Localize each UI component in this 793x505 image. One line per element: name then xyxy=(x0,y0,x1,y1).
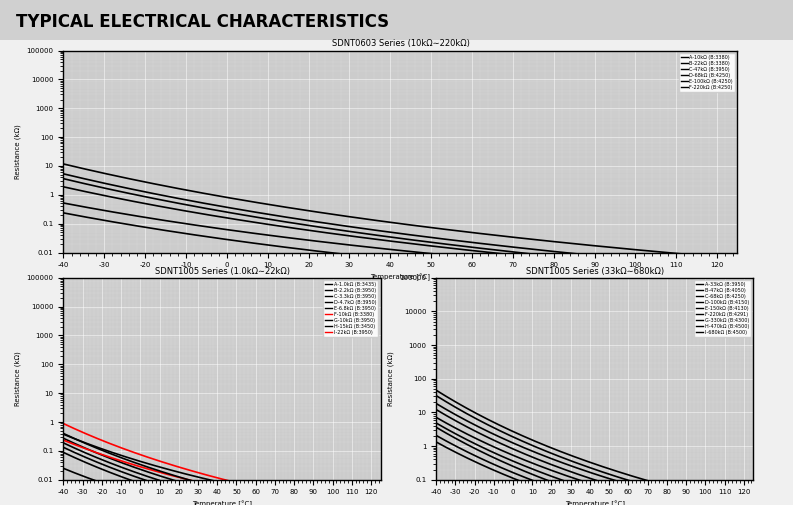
X-axis label: Temperature [°C]: Temperature [°C] xyxy=(370,274,431,281)
Title: SDNT1005 Series (1.0kΩ∼22kΩ): SDNT1005 Series (1.0kΩ∼22kΩ) xyxy=(155,267,289,276)
X-axis label: Temperature [°C]: Temperature [°C] xyxy=(565,501,625,505)
Legend: A-10kΩ (B:3380), B-22kΩ (B:3380), C-47kΩ (B:3950), D-68kΩ (B:4250), E-100kΩ (B:4: A-10kΩ (B:3380), B-22kΩ (B:3380), C-47kΩ… xyxy=(679,53,735,92)
Title: SDNT0603 Series (10kΩ∼220kΩ): SDNT0603 Series (10kΩ∼220kΩ) xyxy=(331,39,469,48)
Legend: A-33kΩ (B:3950), B-47kΩ (B:4050), C-68kΩ (B:4250), D-100kΩ (B:4150), E-150kΩ (B:: A-33kΩ (B:3950), B-47kΩ (B:4050), C-68kΩ… xyxy=(694,280,751,337)
Title: SDNT1005 Series (33kΩ∼680kΩ): SDNT1005 Series (33kΩ∼680kΩ) xyxy=(526,267,664,276)
Y-axis label: Resistance (kΩ): Resistance (kΩ) xyxy=(14,124,21,179)
X-axis label: Temperature [°C]: Temperature [°C] xyxy=(192,501,252,505)
Y-axis label: Resistance (kΩ): Resistance (kΩ) xyxy=(14,351,21,406)
Text: TYPICAL ELECTRICAL CHARACTERISTICS: TYPICAL ELECTRICAL CHARACTERISTICS xyxy=(16,13,389,31)
Y-axis label: Resistance (kΩ): Resistance (kΩ) xyxy=(387,351,394,406)
Legend: A-1.0kΩ (B:3435), B-2.2kΩ (B:3950), C-3.3kΩ (B:3950), D-4.7kΩ (B:3950), E-6.8kΩ : A-1.0kΩ (B:3435), B-2.2kΩ (B:3950), C-3.… xyxy=(323,280,378,337)
